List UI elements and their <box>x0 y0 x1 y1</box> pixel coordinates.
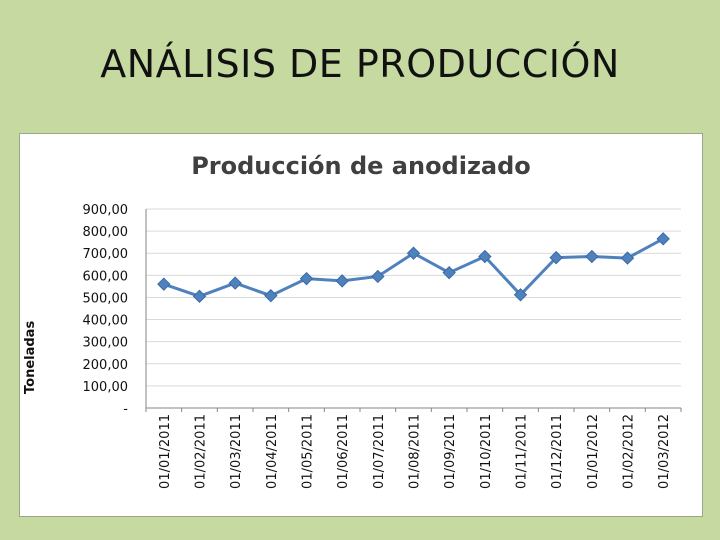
x-tick-label: 01/09/2011 <box>443 414 458 489</box>
data-point <box>192 289 207 304</box>
x-tick-label: 01/11/2011 <box>515 414 530 489</box>
data-point <box>478 249 492 264</box>
data-point <box>585 249 599 264</box>
x-tick-label: 01/02/2011 <box>194 414 209 489</box>
y-tick-label: 400,00 <box>83 314 129 329</box>
data-point <box>299 271 314 286</box>
y-tick-label: 200,00 <box>83 358 129 373</box>
line-chart: - 100,00 200,00 300,00 400,00 500,00 600,00 700… <box>83 203 682 489</box>
x-tick-label: 01/10/2011 <box>479 414 494 489</box>
data-point <box>228 276 242 290</box>
y-tick-label: 900,00 <box>83 203 129 218</box>
x-tick-label: 01/02/2012 <box>622 414 637 489</box>
y-tick-label: 500,00 <box>83 291 129 306</box>
x-tick-label: 01/01/2012 <box>586 414 601 489</box>
y-tick-label: 100,00 <box>83 380 129 395</box>
x-tick-label: 01/07/2011 <box>372 414 387 489</box>
data-point <box>549 250 563 265</box>
y-tick-label: - <box>123 402 128 417</box>
data-point <box>656 232 670 246</box>
x-tick-label: 01/05/2011 <box>301 414 316 489</box>
data-point <box>335 274 349 288</box>
x-tick-label: 01/03/2011 <box>229 414 244 489</box>
chart-area: Producción de anodizado Toneladas -100,0… <box>19 133 703 517</box>
y-tick-label: 700,00 <box>83 247 129 262</box>
data-point <box>157 277 171 291</box>
data-point <box>513 288 528 302</box>
data-point <box>442 265 456 280</box>
x-tick-label: 01/08/2011 <box>408 414 423 489</box>
y-tick-label: 600,00 <box>83 269 129 284</box>
x-tick-label: 01/04/2011 <box>265 414 280 489</box>
data-point <box>406 246 421 260</box>
chart-title: Producción de anodizado <box>191 152 531 180</box>
y-tick-label: 300,00 <box>83 336 129 351</box>
y-tick-label: 800,00 <box>83 225 129 240</box>
x-tick-label: 01/01/2011 <box>158 414 173 489</box>
x-tick-label: 01/06/2011 <box>336 414 351 489</box>
data-point <box>620 251 635 265</box>
data-point <box>371 269 385 284</box>
x-tick-label: 01/12/2011 <box>550 414 565 489</box>
x-tick-label: 01/03/2012 <box>657 414 672 489</box>
data-point <box>264 288 278 303</box>
slide-title: ANÁLISIS DE PRODUCCIÓN <box>100 42 620 86</box>
